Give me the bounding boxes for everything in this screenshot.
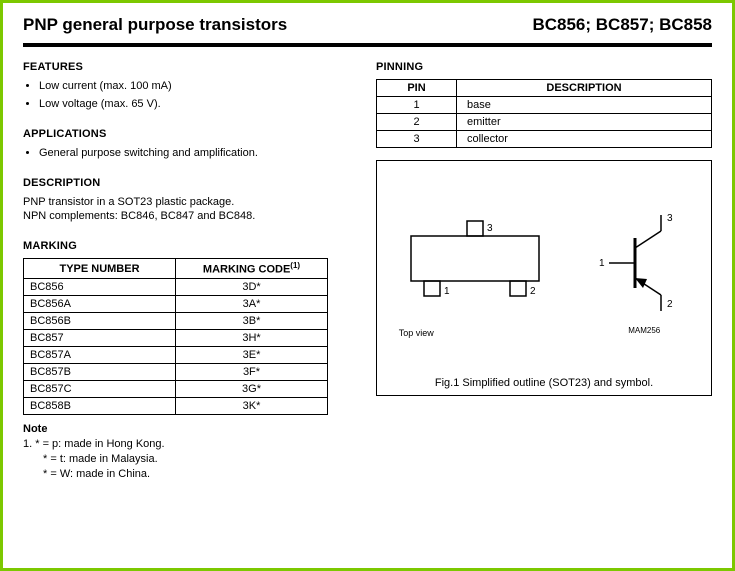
pin3-label: 3 xyxy=(487,223,493,234)
symbol-svg: 1 3 2 xyxy=(599,203,689,323)
table-row: BC856A3A* xyxy=(24,295,328,312)
table-row: BC857C3G* xyxy=(24,380,328,397)
sot23-outline: 3 1 2 Top view xyxy=(399,201,554,338)
feature-item: Low voltage (max. 65 V). xyxy=(39,97,358,112)
marking-table: TYPE NUMBER MARKING CODE(1) BC8563D* BC8… xyxy=(23,258,328,415)
doc-title: PNP general purpose transistors xyxy=(23,15,287,35)
features-list: Low current (max. 100 mA) Low voltage (m… xyxy=(23,79,358,112)
mam-label: MAM256 xyxy=(599,326,689,335)
col-type-number: TYPE NUMBER xyxy=(24,259,176,279)
description-text: PNP transistor in a SOT23 plastic packag… xyxy=(23,195,358,225)
table-header-row: PIN DESCRIPTION xyxy=(377,80,712,97)
pinning-table: PIN DESCRIPTION 1base 2emitter 3collecto… xyxy=(376,79,712,148)
table-row: BC857B3F* xyxy=(24,363,328,380)
note-text: 1. * = p: made in Hong Kong. * = t: made… xyxy=(23,437,358,482)
applications-heading: APPLICATIONS xyxy=(23,128,358,140)
transistor-symbol: 1 3 2 MAM256 xyxy=(599,203,689,335)
two-column-layout: FEATURES Low current (max. 100 mA) Low v… xyxy=(23,61,712,481)
table-row: 3collector xyxy=(377,131,712,148)
description-line: NPN complements: BC846, BC847 and BC848. xyxy=(23,210,255,222)
description-line: PNP transistor in a SOT23 plastic packag… xyxy=(23,196,234,208)
figure-row: 3 1 2 Top view xyxy=(385,169,703,369)
application-item: General purpose switching and amplificat… xyxy=(39,146,358,161)
sot23-svg: 3 1 2 xyxy=(399,201,554,321)
table-row: BC8573H* xyxy=(24,329,328,346)
pin2-label: 2 xyxy=(530,286,536,297)
header-rule xyxy=(23,43,712,47)
pin1-label: 1 xyxy=(444,286,450,297)
left-column: FEATURES Low current (max. 100 mA) Low v… xyxy=(23,61,358,481)
feature-item: Low current (max. 100 mA) xyxy=(39,79,358,94)
col-description: DESCRIPTION xyxy=(457,80,712,97)
pinning-heading: PINNING xyxy=(376,61,712,73)
table-row: 1base xyxy=(377,97,712,114)
table-row: BC8563D* xyxy=(24,278,328,295)
col-pin: PIN xyxy=(377,80,457,97)
table-row: BC858B3K* xyxy=(24,397,328,414)
right-column: PINNING PIN DESCRIPTION 1base 2emitter 3… xyxy=(376,61,712,481)
topview-label: Top view xyxy=(399,328,554,338)
note-line: * = W: made in China. xyxy=(23,467,358,482)
figure-caption: Fig.1 Simplified outline (SOT23) and sym… xyxy=(385,377,703,389)
sym-pin1: 1 xyxy=(599,258,605,269)
table-header-row: TYPE NUMBER MARKING CODE(1) xyxy=(24,259,328,279)
sym-pin3: 3 xyxy=(667,213,673,224)
table-row: BC857A3E* xyxy=(24,346,328,363)
note-heading: Note xyxy=(23,423,358,435)
datasheet-page: PNP general purpose transistors BC856; B… xyxy=(0,0,735,571)
description-heading: DESCRIPTION xyxy=(23,177,358,189)
figure-box: 3 1 2 Top view xyxy=(376,160,712,396)
applications-list: General purpose switching and amplificat… xyxy=(23,146,358,161)
table-row: 2emitter xyxy=(377,114,712,131)
features-heading: FEATURES xyxy=(23,61,358,73)
note-line: 1. * = p: made in Hong Kong. xyxy=(23,438,165,450)
part-numbers: BC856; BC857; BC858 xyxy=(532,15,712,35)
marking-heading: MARKING xyxy=(23,240,358,252)
sym-pin2: 2 xyxy=(667,299,673,310)
table-row: BC856B3B* xyxy=(24,312,328,329)
page-header: PNP general purpose transistors BC856; B… xyxy=(23,9,712,43)
col-marking-code: MARKING CODE(1) xyxy=(176,259,328,279)
note-line: * = t: made in Malaysia. xyxy=(23,452,358,467)
